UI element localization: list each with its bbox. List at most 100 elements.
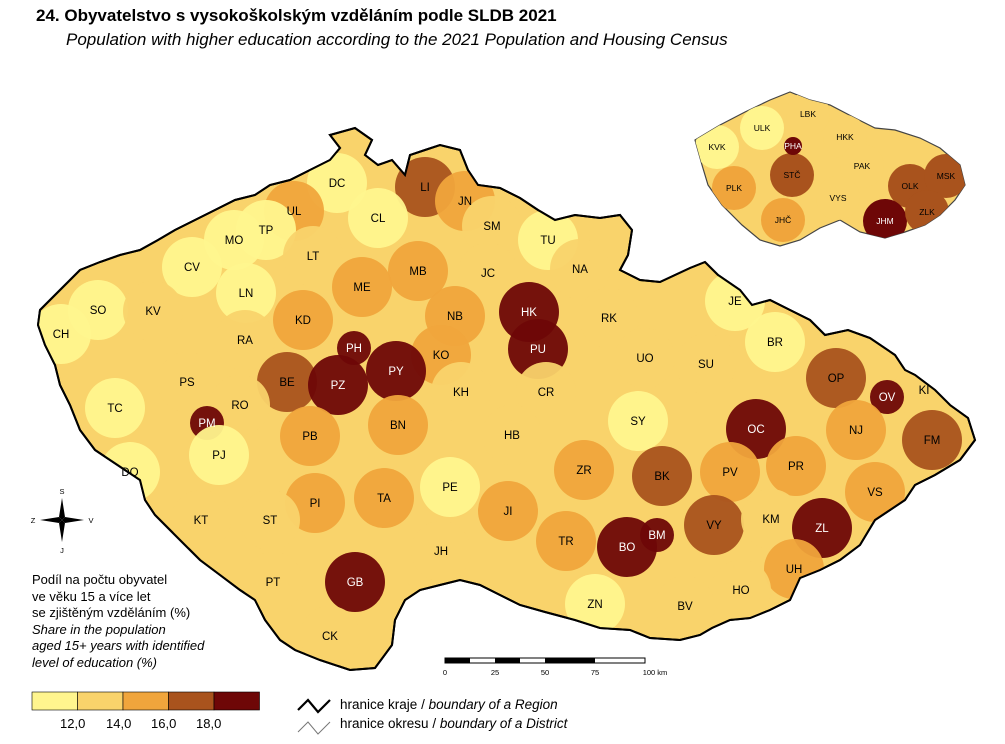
district-cl bbox=[348, 188, 408, 248]
scale-label-2: 50 bbox=[541, 668, 549, 677]
district-label-nj: NJ bbox=[849, 425, 863, 437]
region-plk bbox=[712, 166, 756, 210]
district-pe bbox=[420, 457, 480, 517]
district-label-lt: LT bbox=[307, 251, 320, 263]
district-cv bbox=[162, 237, 222, 297]
district-kd bbox=[273, 290, 333, 350]
district-tr bbox=[536, 511, 596, 571]
region-vys bbox=[816, 176, 860, 220]
district-label-zn: ZN bbox=[587, 599, 602, 611]
district-label-sm: SM bbox=[483, 221, 500, 233]
district-label-ov: OV bbox=[879, 392, 896, 404]
district-label-jn: JN bbox=[458, 196, 472, 208]
district-na bbox=[550, 239, 610, 299]
district-label-bk: BK bbox=[654, 471, 670, 483]
region-jhm bbox=[863, 199, 907, 243]
district-label-hb: HB bbox=[504, 430, 520, 442]
district-kv bbox=[123, 281, 183, 341]
region-label-plk: PLK bbox=[726, 183, 742, 193]
region-ulk bbox=[740, 106, 784, 150]
district-label-rk: RK bbox=[601, 313, 617, 325]
district-label-bn: BN bbox=[390, 420, 406, 432]
district-label-ph: PH bbox=[346, 343, 362, 355]
district-label-fm: FM bbox=[924, 435, 941, 447]
district-label-vy: VY bbox=[706, 520, 722, 532]
district-labels: DC LI JN CL UL TP MO SM TU LT CV LN MB JC NA ME SO KV HK NB… bbox=[53, 178, 941, 643]
district-label-li: LI bbox=[420, 182, 430, 194]
region-label-kvk: KVK bbox=[708, 142, 725, 152]
scale-label-1: 25 bbox=[491, 668, 499, 677]
region-boundary-sep: / bbox=[421, 697, 425, 712]
district-label-py: PY bbox=[388, 366, 404, 378]
legend-title-cz-2: ve věku 15 a více let bbox=[32, 588, 151, 604]
district-ji bbox=[478, 481, 538, 541]
district-label-cr: CR bbox=[538, 387, 555, 399]
district-label-br: BR bbox=[767, 337, 783, 349]
district-pz bbox=[308, 355, 368, 415]
region-label-hkk: HKK bbox=[836, 132, 854, 142]
compass-south-label: J bbox=[60, 546, 64, 555]
district-st bbox=[240, 490, 300, 550]
district-br bbox=[745, 312, 805, 372]
district-bk bbox=[632, 446, 692, 506]
district-pj bbox=[189, 425, 249, 485]
district-label-bo: BO bbox=[619, 542, 636, 554]
district-label-gb: GB bbox=[347, 577, 364, 589]
district-fm bbox=[902, 410, 962, 470]
district-label-tp: TP bbox=[259, 225, 274, 237]
district-nj bbox=[826, 400, 886, 460]
compass-rose: S J Z V bbox=[31, 487, 94, 555]
region-jhč bbox=[761, 198, 805, 242]
district-mb bbox=[388, 241, 448, 301]
district-label-op: OP bbox=[828, 373, 845, 385]
district-label-st: ST bbox=[263, 515, 278, 527]
district-ho bbox=[711, 560, 771, 620]
region-label-ulk: ULK bbox=[754, 123, 771, 133]
district-label-ro: RO bbox=[231, 400, 248, 412]
region-boundary-cz: hranice kraje bbox=[340, 697, 418, 712]
district-label-pm: PM bbox=[198, 418, 215, 430]
district-boundary-legend: hranice okresu / boundary of a District bbox=[340, 716, 567, 731]
district-ln bbox=[216, 263, 276, 323]
region-boundary-en: boundary of a Region bbox=[428, 697, 558, 712]
district-vs bbox=[845, 462, 905, 522]
district-boundary-en: boundary of a District bbox=[439, 716, 568, 731]
district-ov bbox=[870, 380, 904, 414]
district-bo bbox=[597, 517, 657, 577]
district-label-tu: TU bbox=[540, 235, 555, 247]
district-label-pj: PJ bbox=[212, 450, 225, 462]
legend-swatch-4 bbox=[168, 691, 215, 711]
district-label-tc: TC bbox=[107, 403, 122, 415]
district-boundary-cz: hranice okresu bbox=[340, 716, 429, 731]
district-label-pb: PB bbox=[302, 431, 318, 443]
district-ro bbox=[210, 375, 270, 435]
district-label-ko: KO bbox=[433, 350, 450, 362]
legend-title-en-1: Share in the population bbox=[32, 621, 166, 637]
district-label-ln: LN bbox=[239, 288, 254, 300]
district-label-vs: VS bbox=[867, 487, 883, 499]
district-ps bbox=[157, 352, 217, 412]
district-label-su: SU bbox=[698, 359, 714, 371]
district-zn bbox=[565, 574, 625, 634]
district-label-ps: PS bbox=[179, 377, 195, 389]
district-bn bbox=[368, 395, 428, 455]
district-label-kv: KV bbox=[145, 306, 161, 318]
scale-label-4: 100 km bbox=[643, 668, 668, 677]
legend-title-cz-3: se zjištěným vzděláním (%) bbox=[32, 605, 191, 620]
district-pr bbox=[766, 436, 826, 496]
region-label-vys: VYS bbox=[829, 193, 846, 203]
district-lt bbox=[283, 226, 343, 286]
district-label-zr: ZR bbox=[576, 465, 591, 477]
region-pha bbox=[784, 137, 802, 155]
district-label-ho: HO bbox=[732, 585, 749, 597]
district-label-na: NA bbox=[572, 264, 588, 276]
legend-title: Podíl na počtu obyvatel ve věku 15 a víc… bbox=[32, 572, 204, 671]
region-label-pak: PAK bbox=[854, 161, 871, 171]
district-label-me: ME bbox=[353, 282, 371, 294]
legend-break-1: 12,0 bbox=[60, 716, 86, 731]
district-label-kt: KT bbox=[194, 515, 209, 527]
compass-east-label: V bbox=[88, 516, 93, 525]
district-km bbox=[741, 489, 801, 549]
scale-label-3: 75 bbox=[591, 668, 599, 677]
district-ta bbox=[354, 468, 414, 528]
